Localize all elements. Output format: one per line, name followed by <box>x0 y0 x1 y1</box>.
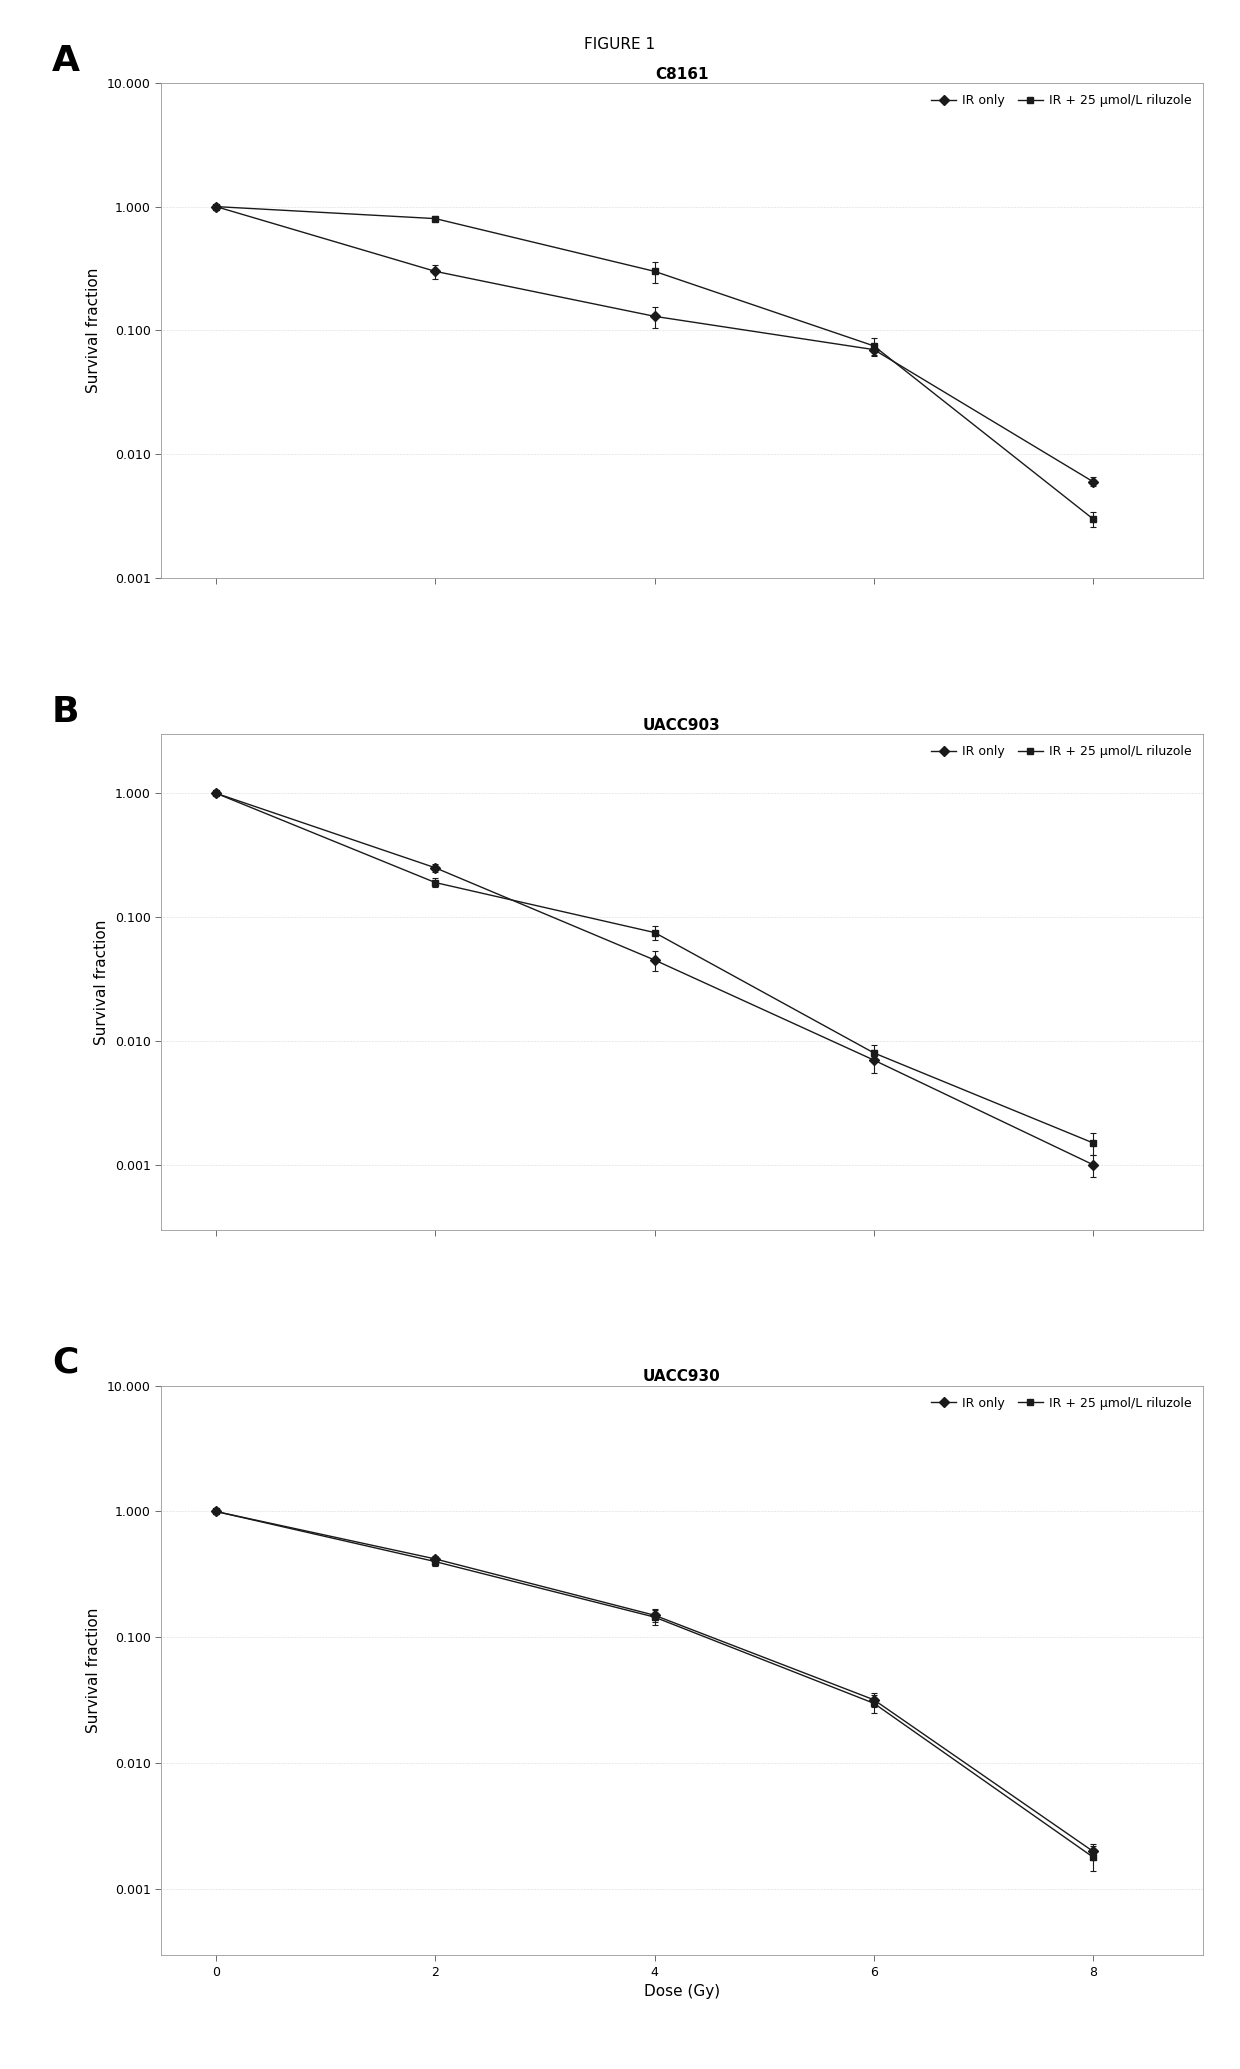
IR + 25 μmol/L riluzole <box>208 780 223 805</box>
IR only <box>1086 470 1101 494</box>
IR only <box>867 337 882 362</box>
IR only <box>647 304 662 329</box>
IR only <box>428 854 443 879</box>
Title: UACC903: UACC903 <box>644 718 720 732</box>
Text: FIGURE 1: FIGURE 1 <box>584 37 656 52</box>
IR + 25 μmol/L riluzole <box>428 871 443 896</box>
Text: A: A <box>52 43 79 79</box>
IR only <box>1086 1152 1101 1177</box>
Y-axis label: Survival fraction: Survival fraction <box>87 1608 102 1734</box>
IR + 25 μmol/L riluzole <box>867 1041 882 1066</box>
Line: IR only: IR only <box>212 203 1096 486</box>
IR + 25 μmol/L riluzole <box>867 1690 882 1715</box>
IR + 25 μmol/L riluzole <box>647 921 662 946</box>
IR only <box>867 1688 882 1713</box>
IR only <box>1086 1839 1101 1864</box>
Line: IR only: IR only <box>212 1508 1096 1856</box>
IR only <box>428 1546 443 1570</box>
IR only <box>867 1047 882 1072</box>
IR + 25 μmol/L riluzole <box>867 333 882 358</box>
IR only <box>647 948 662 972</box>
Text: B: B <box>52 695 79 728</box>
IR + 25 μmol/L riluzole <box>208 194 223 219</box>
Legend: IR only, IR + 25 μmol/L riluzole: IR only, IR + 25 μmol/L riluzole <box>926 741 1197 763</box>
Legend: IR only, IR + 25 μmol/L riluzole: IR only, IR + 25 μmol/L riluzole <box>926 89 1197 112</box>
X-axis label: Dose (Gy): Dose (Gy) <box>644 1984 720 1999</box>
Y-axis label: Survival fraction: Survival fraction <box>87 267 102 393</box>
IR only <box>647 1603 662 1628</box>
Line: IR + 25 μmol/L riluzole: IR + 25 μmol/L riluzole <box>212 790 1096 1146</box>
Line: IR + 25 μmol/L riluzole: IR + 25 μmol/L riluzole <box>212 203 1096 523</box>
Y-axis label: Survival fraction: Survival fraction <box>94 919 109 1045</box>
Text: C: C <box>52 1345 78 1380</box>
IR + 25 μmol/L riluzole <box>208 1500 223 1525</box>
Title: UACC930: UACC930 <box>644 1370 720 1384</box>
IR + 25 μmol/L riluzole <box>428 207 443 232</box>
IR + 25 μmol/L riluzole <box>647 1606 662 1630</box>
IR only <box>208 780 223 805</box>
Legend: IR only, IR + 25 μmol/L riluzole: IR only, IR + 25 μmol/L riluzole <box>926 1392 1197 1415</box>
Line: IR only: IR only <box>212 790 1096 1169</box>
IR + 25 μmol/L riluzole <box>1086 1130 1101 1155</box>
Line: IR + 25 μmol/L riluzole: IR + 25 μmol/L riluzole <box>212 1508 1096 1860</box>
IR only <box>428 259 443 283</box>
IR + 25 μmol/L riluzole <box>1086 1846 1101 1870</box>
IR + 25 μmol/L riluzole <box>647 259 662 283</box>
IR + 25 μmol/L riluzole <box>1086 507 1101 532</box>
IR only <box>208 194 223 219</box>
Title: C8161: C8161 <box>655 66 709 81</box>
IR only <box>208 1500 223 1525</box>
IR + 25 μmol/L riluzole <box>428 1550 443 1575</box>
